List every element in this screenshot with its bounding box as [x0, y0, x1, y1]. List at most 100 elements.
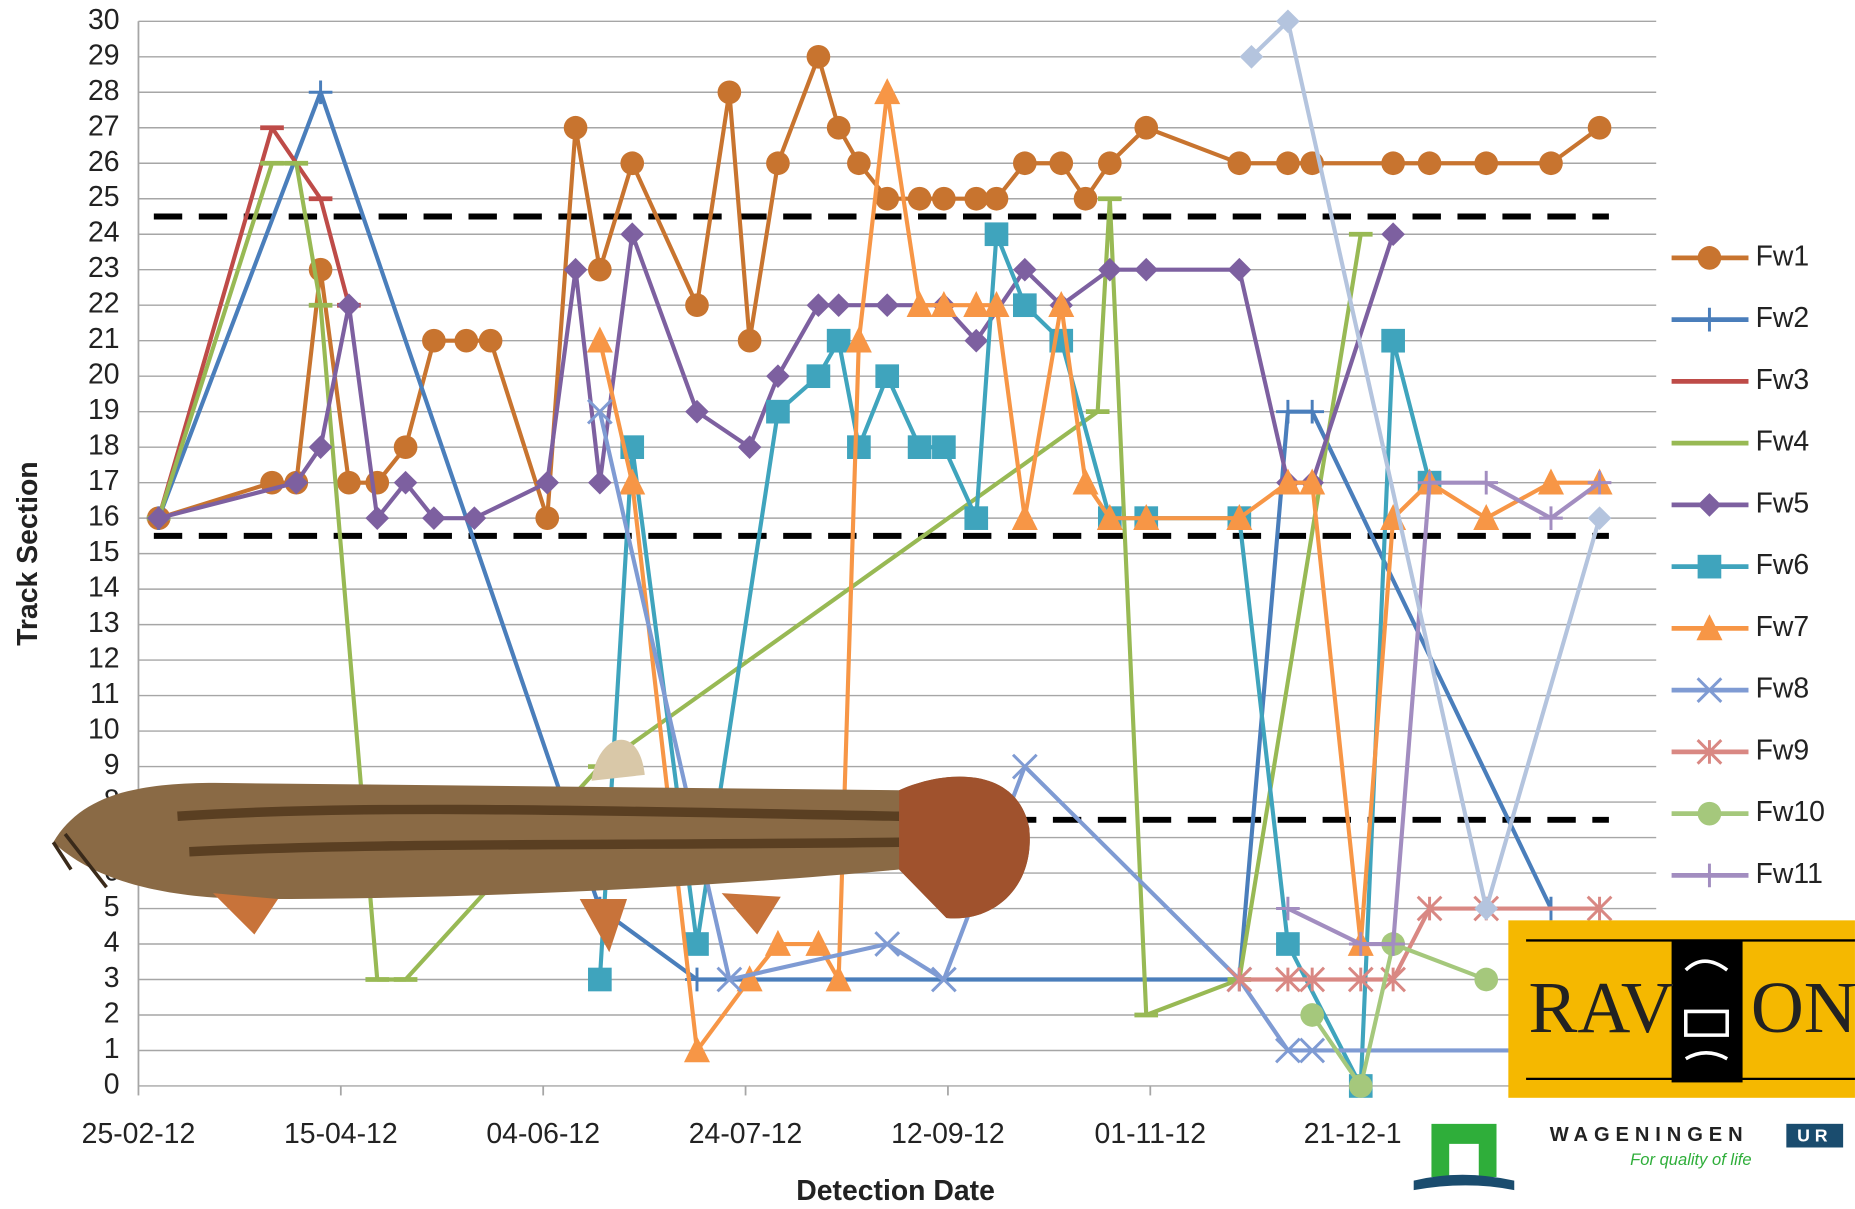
series — [1276, 470, 1612, 956]
y-tick-label: 24 — [88, 217, 120, 249]
marker — [535, 470, 560, 495]
marker — [620, 151, 645, 176]
marker — [1696, 614, 1723, 641]
marker — [874, 78, 901, 105]
series — [1300, 932, 1499, 1098]
marker — [874, 931, 901, 957]
y-tick-label: 4 — [104, 927, 120, 959]
series-layer — [146, 9, 1613, 1098]
marker — [1348, 932, 1373, 956]
marker — [1417, 470, 1442, 495]
x-tick-label: 21-12-1 — [1304, 1118, 1402, 1150]
marker — [462, 506, 487, 530]
y-tick-label: 26 — [88, 146, 120, 178]
marker — [563, 257, 588, 282]
y-tick-label: 9 — [104, 749, 120, 781]
marker — [806, 293, 831, 318]
legend-label: Fw8 — [1756, 673, 1810, 705]
marker — [1586, 895, 1613, 922]
marker — [1133, 503, 1160, 530]
y-tick-label: 2 — [104, 997, 120, 1029]
marker — [337, 470, 361, 495]
marker — [1696, 677, 1723, 704]
x-tick-label: 01-11-12 — [1095, 1118, 1206, 1150]
marker — [1276, 151, 1300, 176]
marker — [907, 435, 932, 459]
y-tick-label: 5 — [104, 891, 120, 923]
y-tick-label: 15 — [88, 536, 120, 568]
marker — [1275, 966, 1301, 993]
series — [146, 222, 1405, 530]
marker — [1226, 966, 1253, 993]
marker — [737, 435, 762, 459]
marker — [1276, 399, 1300, 424]
marker — [806, 44, 831, 69]
marker — [1474, 151, 1499, 176]
marker — [1348, 1074, 1373, 1098]
marker — [1697, 863, 1722, 888]
marker — [586, 326, 613, 353]
legend-label: Fw1 — [1756, 240, 1810, 272]
marker — [1381, 222, 1405, 247]
x-tick-label: 25-02-12 — [82, 1118, 196, 1150]
series-line — [158, 232, 1396, 521]
marker — [875, 293, 900, 318]
marker — [1697, 246, 1722, 270]
marker — [365, 470, 390, 495]
legend-label: Fw10 — [1756, 796, 1825, 828]
marker — [1539, 151, 1563, 176]
logo-text: RAV — [1528, 967, 1673, 1048]
marker — [1276, 9, 1300, 34]
marker — [1300, 1003, 1325, 1027]
marker — [826, 293, 851, 318]
legend-item: Fw1 — [1671, 240, 1810, 272]
legend-label: Fw4 — [1756, 426, 1810, 458]
marker — [931, 966, 957, 993]
fish-image — [51, 739, 1030, 953]
marker — [932, 186, 956, 211]
marker — [906, 291, 933, 318]
marker — [1697, 307, 1722, 332]
x-tick-label: 15-04-12 — [284, 1118, 398, 1150]
series — [146, 44, 1612, 530]
marker — [1097, 257, 1122, 282]
marker — [826, 115, 851, 140]
series-line — [1310, 941, 1487, 1089]
marker — [875, 186, 900, 211]
y-tick-label: 19 — [88, 394, 120, 426]
marker — [146, 506, 171, 530]
marker — [308, 435, 333, 459]
marker — [964, 328, 989, 353]
marker — [1134, 115, 1159, 140]
legend-label: Fw3 — [1756, 364, 1810, 396]
marker — [1537, 468, 1564, 495]
marker — [1299, 468, 1326, 495]
legend-item: Fw10 — [1671, 796, 1825, 828]
marker — [1347, 966, 1374, 993]
logo-text: ON — [1751, 967, 1855, 1048]
marker — [983, 291, 1010, 318]
marker — [337, 293, 361, 318]
y-tick-label: 0 — [104, 1068, 120, 1100]
logo-text: UR — [1797, 1126, 1832, 1146]
marker — [737, 328, 762, 353]
y-tick-label: 30 — [88, 4, 120, 36]
marker — [1072, 468, 1099, 495]
y-tick-label: 16 — [88, 501, 120, 533]
y-tick-label: 10 — [88, 714, 120, 746]
marker — [930, 291, 957, 318]
y-tick-label: 23 — [88, 252, 120, 284]
marker — [1587, 470, 1612, 495]
marker — [685, 399, 709, 424]
legend-item: Fw3 — [1671, 364, 1810, 396]
marker — [1096, 503, 1123, 530]
marker — [806, 364, 831, 389]
marker — [1097, 151, 1122, 176]
marker — [845, 326, 872, 353]
y-tick-label: 29 — [88, 39, 120, 71]
marker — [586, 398, 613, 425]
marker — [1274, 468, 1301, 495]
y-tick-label: 3 — [104, 962, 120, 994]
